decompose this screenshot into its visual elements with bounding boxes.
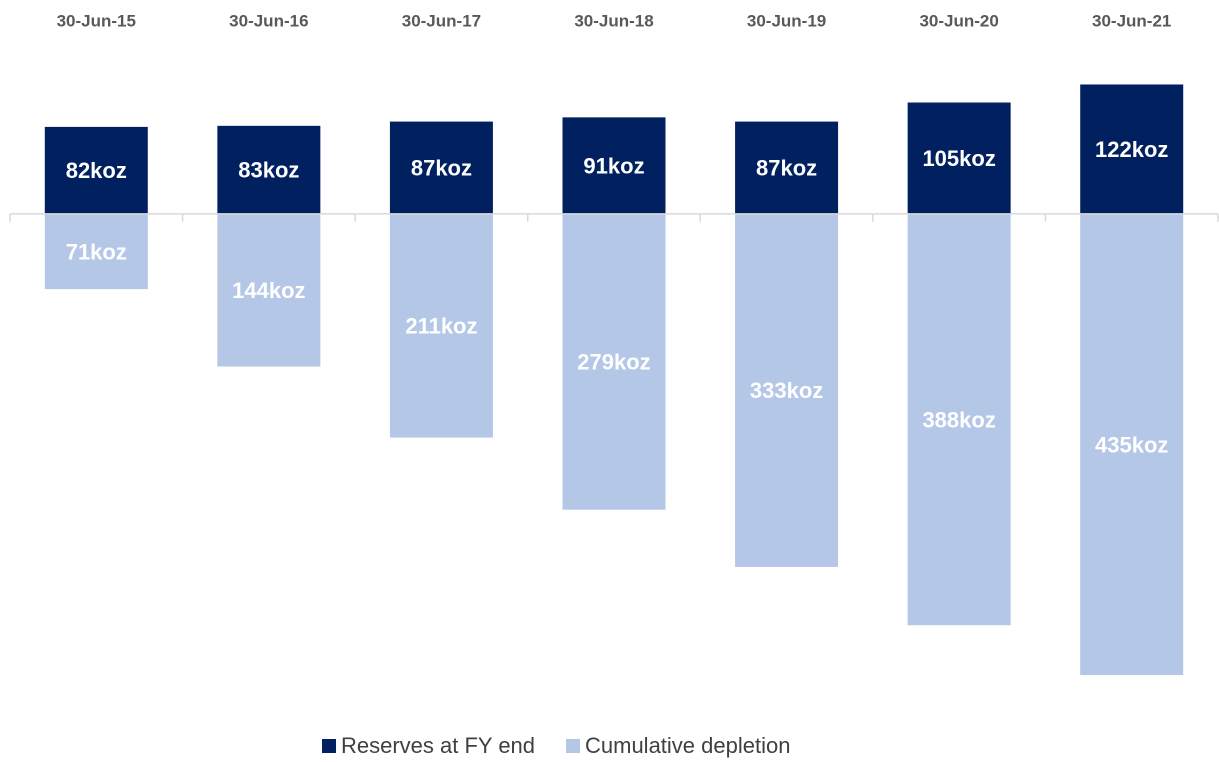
data-label: 83koz bbox=[238, 158, 299, 183]
data-label: 87koz bbox=[411, 156, 472, 181]
data-label: 333koz bbox=[750, 378, 823, 403]
legend-swatch bbox=[322, 739, 336, 753]
bar bbox=[562, 117, 666, 214]
legend-label: Cumulative depletion bbox=[585, 733, 790, 758]
x-tick-label: 30-Jun-19 bbox=[747, 11, 826, 30]
data-label: 144koz bbox=[232, 278, 305, 303]
bar bbox=[389, 213, 493, 438]
bar bbox=[1080, 213, 1184, 676]
bar bbox=[217, 213, 321, 367]
data-label: 71koz bbox=[66, 239, 127, 264]
data-label: 211koz bbox=[405, 314, 477, 339]
data-label: 82koz bbox=[66, 158, 127, 183]
bar bbox=[735, 121, 839, 214]
bar bbox=[217, 125, 321, 214]
x-tick-label: 30-Jun-18 bbox=[574, 11, 653, 30]
data-label: 435koz bbox=[1095, 432, 1168, 457]
x-tick-label: 30-Jun-17 bbox=[402, 11, 481, 30]
bar bbox=[44, 213, 148, 290]
bar bbox=[562, 213, 666, 510]
data-label: 388koz bbox=[922, 407, 995, 432]
legend-label: Reserves at FY end bbox=[341, 733, 535, 758]
data-label: 91koz bbox=[583, 153, 644, 178]
bar bbox=[44, 126, 148, 214]
data-label: 87koz bbox=[756, 156, 817, 181]
x-tick-label: 30-Jun-20 bbox=[919, 11, 998, 30]
bar bbox=[1080, 84, 1184, 214]
data-label: 279koz bbox=[577, 350, 650, 375]
legend-swatch bbox=[566, 739, 580, 753]
bar bbox=[907, 213, 1011, 626]
x-tick-label: 30-Jun-15 bbox=[57, 11, 136, 30]
bar bbox=[389, 121, 493, 214]
data-label: 122koz bbox=[1095, 137, 1168, 162]
data-label: 105koz bbox=[922, 146, 995, 171]
x-tick-label: 30-Jun-16 bbox=[229, 11, 308, 30]
x-tick-label: 30-Jun-21 bbox=[1092, 11, 1171, 30]
bar bbox=[907, 102, 1011, 214]
bar bbox=[735, 213, 839, 567]
